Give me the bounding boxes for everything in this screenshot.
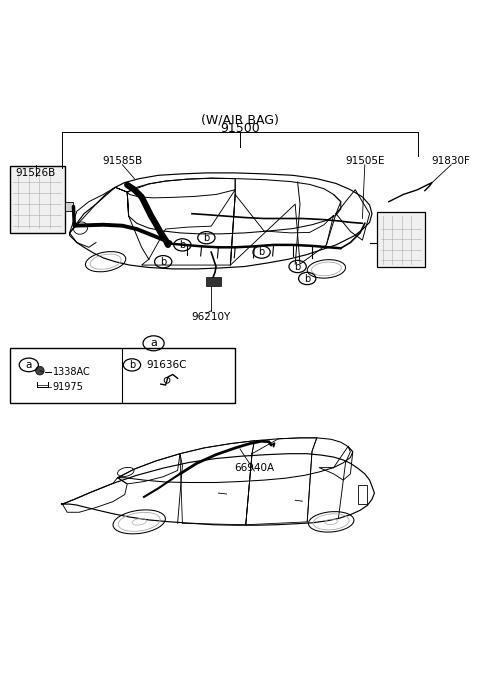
Text: a: a: [25, 360, 32, 370]
Text: (W/AIR BAG): (W/AIR BAG): [201, 114, 279, 127]
Text: 91585B: 91585B: [102, 156, 143, 166]
Text: 96210Y: 96210Y: [192, 312, 231, 322]
Text: b: b: [258, 247, 265, 257]
Text: b: b: [294, 261, 301, 271]
Bar: [206, 277, 221, 286]
Bar: [377, 213, 425, 267]
Text: b: b: [203, 233, 210, 242]
Text: b: b: [160, 257, 167, 267]
Text: 91975: 91975: [53, 382, 84, 391]
Text: b: b: [129, 360, 135, 370]
Bar: [10, 348, 235, 403]
Text: b: b: [304, 274, 311, 284]
Text: b: b: [179, 240, 186, 250]
Text: 91526B: 91526B: [16, 168, 56, 178]
Circle shape: [36, 366, 44, 375]
Bar: [65, 202, 73, 211]
Bar: [358, 485, 367, 504]
Text: 66940A: 66940A: [234, 463, 275, 473]
Text: 91505E: 91505E: [345, 156, 384, 166]
Text: 91500: 91500: [220, 122, 260, 135]
Text: 1338AC: 1338AC: [53, 367, 91, 377]
Bar: [10, 166, 65, 233]
Text: 91830F: 91830F: [432, 156, 470, 166]
Text: 91636C: 91636C: [146, 360, 187, 370]
Text: a: a: [150, 338, 157, 348]
